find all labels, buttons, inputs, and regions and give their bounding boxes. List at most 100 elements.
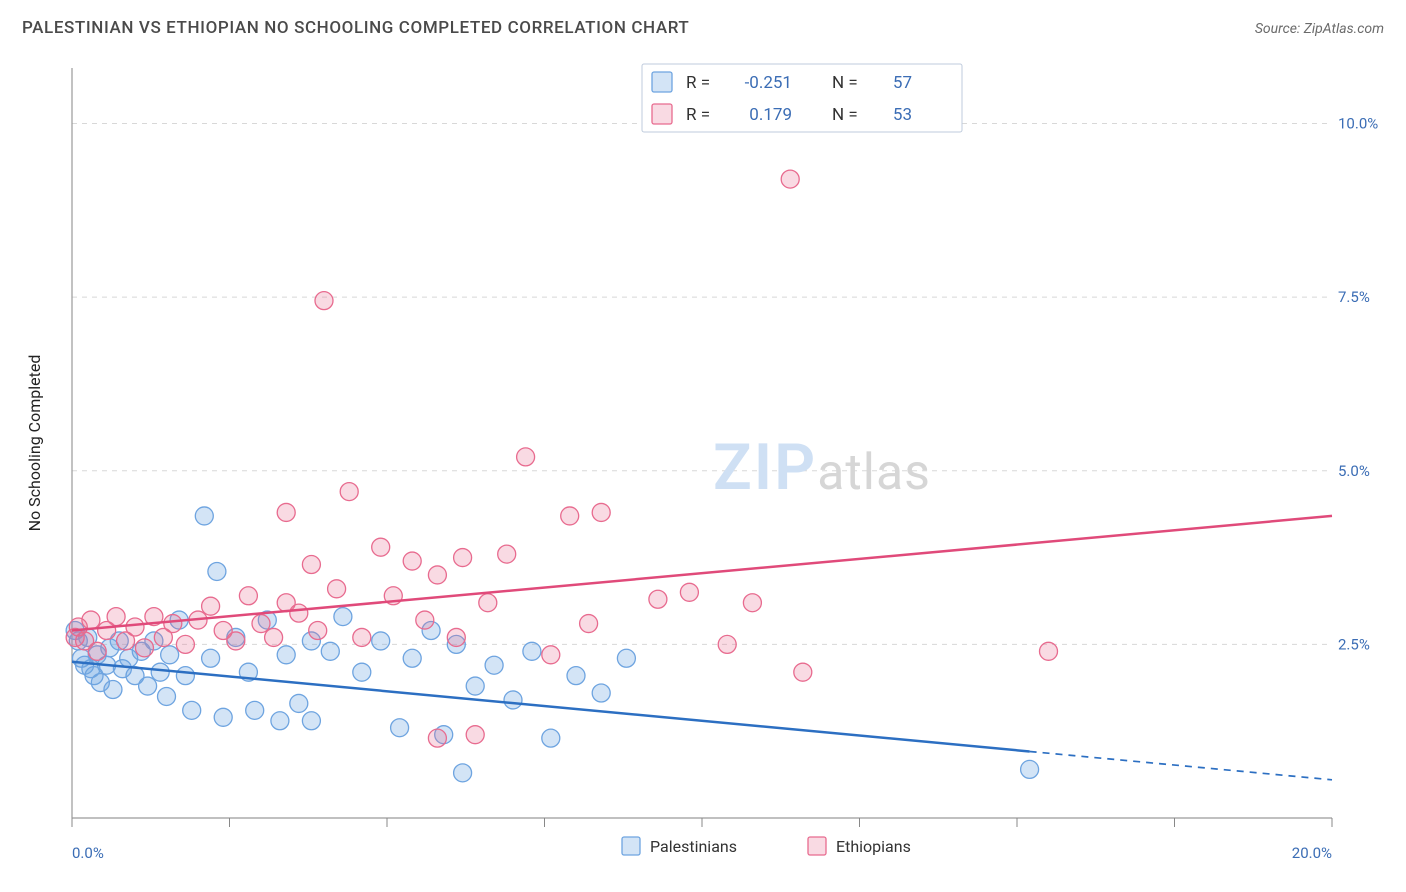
- scatter-point: [82, 611, 100, 629]
- scatter-point: [592, 503, 610, 521]
- scatter-point: [176, 635, 194, 653]
- scatter-point: [466, 677, 484, 695]
- scatter-point: [372, 632, 390, 650]
- scatter-point: [781, 170, 799, 188]
- scatter-point: [139, 677, 157, 695]
- y-axis-label: 2.5%: [1338, 635, 1370, 653]
- scatter-point: [680, 583, 698, 601]
- scatter-point: [1021, 760, 1039, 778]
- legend-swatch: [652, 72, 672, 92]
- scatter-point: [214, 708, 232, 726]
- scatter-point: [743, 594, 761, 612]
- scatter-point: [227, 632, 245, 650]
- scatter-point: [302, 712, 320, 730]
- scatter-point: [239, 587, 257, 605]
- scatter-point: [328, 580, 346, 598]
- series-swatch: [622, 837, 640, 855]
- scatter-point: [126, 618, 144, 636]
- scatter-point: [561, 507, 579, 525]
- scatter-point: [479, 594, 497, 612]
- scatter-point: [466, 726, 484, 744]
- scatter-point: [353, 663, 371, 681]
- legend-r-value: -0.251: [745, 73, 792, 93]
- scatter-point: [107, 608, 125, 626]
- scatter-point: [271, 712, 289, 730]
- legend-r-label: R =: [686, 73, 710, 93]
- scatter-point: [88, 642, 106, 660]
- y-axis-label: 5.0%: [1338, 462, 1370, 480]
- chart-container: ZIPatlas 0.0% 20.0% 2.5% 5.0% 7.5% 10.0% No Sch…: [22, 58, 1384, 868]
- scatter-point: [498, 545, 516, 563]
- scatter-point: [649, 590, 667, 608]
- scatter-point: [567, 667, 585, 685]
- scatter-point: [202, 597, 220, 615]
- scatter-point: [523, 642, 541, 660]
- watermark: ZIPatlas: [713, 430, 931, 505]
- scatter-point: [391, 719, 409, 737]
- scatter-point: [151, 663, 169, 681]
- scatter-point: [315, 292, 333, 310]
- series-swatch: [808, 837, 826, 855]
- scatter-point: [454, 549, 472, 567]
- x-axis-label-start: 0.0%: [72, 844, 104, 862]
- scatter-point: [202, 649, 220, 667]
- scatter-point: [1040, 642, 1058, 660]
- y-axis-title: No Schooling Completed: [25, 355, 44, 532]
- trend-line-extrapolated: [1030, 751, 1332, 779]
- scatter-point: [617, 649, 635, 667]
- legend-r-value: 0.179: [749, 105, 792, 125]
- scatter-point: [246, 701, 264, 719]
- scatter-point: [428, 566, 446, 584]
- legend-n-label: N =: [832, 105, 858, 125]
- scatter-point: [277, 503, 295, 521]
- trend-line: [72, 516, 1332, 631]
- scatter-point: [416, 611, 434, 629]
- scatter-point: [353, 628, 371, 646]
- scatter-point: [334, 608, 352, 626]
- legend-n-value: 53: [893, 105, 912, 125]
- scatter-point: [542, 646, 560, 664]
- chart-title: PALESTINIAN VS ETHIOPIAN NO SCHOOLING CO…: [22, 18, 689, 38]
- y-axis-label: 10.0%: [1338, 115, 1378, 133]
- scatter-point: [428, 729, 446, 747]
- scatter-point: [403, 649, 421, 667]
- scatter-point: [794, 663, 812, 681]
- scatter-point: [277, 646, 295, 664]
- legend-swatch: [652, 104, 672, 124]
- legend-r-label: R =: [686, 105, 710, 125]
- scatter-point: [542, 729, 560, 747]
- scatter-point: [302, 556, 320, 574]
- scatter-point: [504, 691, 522, 709]
- scatter-point: [485, 656, 503, 674]
- series-label: Ethiopians: [836, 837, 911, 856]
- scatter-point: [309, 622, 327, 640]
- scatter-point: [135, 639, 153, 657]
- scatter-point: [592, 684, 610, 702]
- scatter-point: [208, 562, 226, 580]
- scatter-point: [164, 615, 182, 633]
- scatter-point: [252, 615, 270, 633]
- x-axis-label-end: 20.0%: [1292, 844, 1332, 862]
- y-axis-label: 7.5%: [1338, 288, 1370, 306]
- scatter-point: [321, 642, 339, 660]
- scatter-point: [158, 687, 176, 705]
- scatter-point: [104, 681, 122, 699]
- scatter-point: [718, 635, 736, 653]
- legend-n-value: 57: [893, 73, 912, 93]
- chart-source: Source: ZipAtlas.com: [1255, 21, 1384, 37]
- correlation-scatter-chart: ZIPatlas 0.0% 20.0% 2.5% 5.0% 7.5% 10.0% No Sch…: [22, 58, 1384, 868]
- scatter-point: [290, 694, 308, 712]
- scatter-point: [265, 628, 283, 646]
- scatter-point: [372, 538, 390, 556]
- scatter-point: [517, 448, 535, 466]
- scatter-point: [195, 507, 213, 525]
- scatter-point: [403, 552, 421, 570]
- scatter-point: [176, 667, 194, 685]
- scatter-point: [161, 646, 179, 664]
- scatter-point: [454, 764, 472, 782]
- scatter-point: [290, 604, 308, 622]
- scatter-point: [340, 483, 358, 501]
- series-label: Palestinians: [650, 837, 737, 856]
- scatter-point: [580, 615, 598, 633]
- legend-n-label: N =: [832, 73, 858, 93]
